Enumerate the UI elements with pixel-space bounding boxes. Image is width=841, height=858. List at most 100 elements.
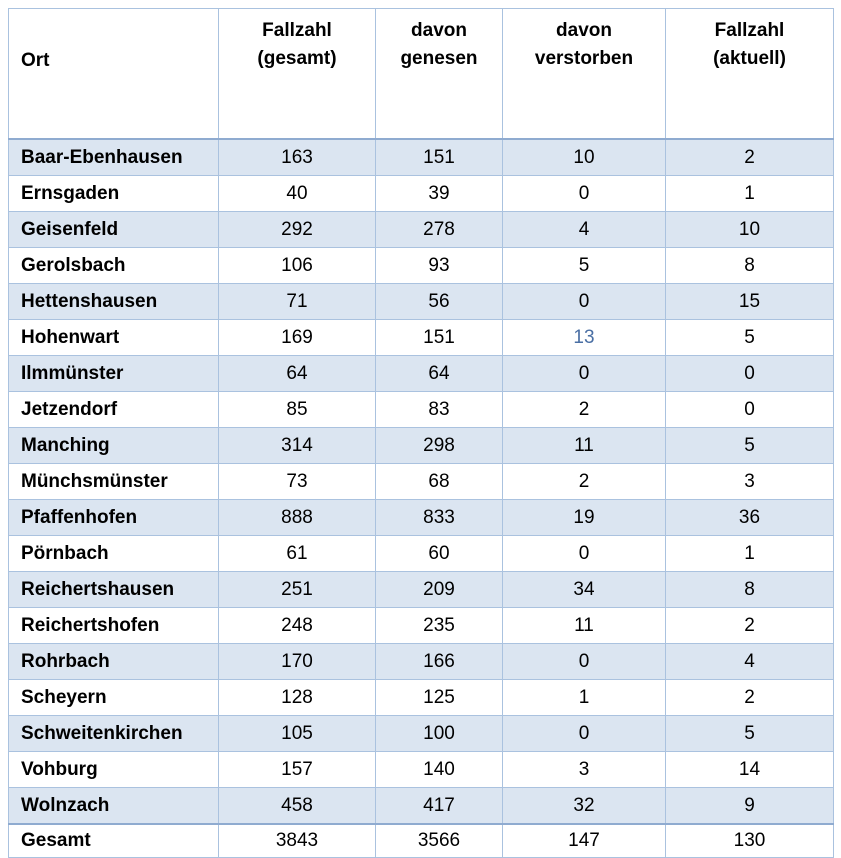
cell-davon-genesen: 93 bbox=[375, 247, 503, 284]
cell-fallzahl-aktuell: 2 bbox=[665, 138, 834, 176]
cell-davon-verstorben: 0 bbox=[502, 175, 666, 212]
cell-davon-genesen: 298 bbox=[375, 427, 503, 464]
cell-fallzahl-gesamt: 292 bbox=[218, 211, 376, 248]
cell-ort: Ernsgaden bbox=[8, 175, 219, 212]
column-header-label: verstorben bbox=[534, 48, 634, 69]
cell-fallzahl-gesamt: 61 bbox=[218, 535, 376, 572]
cell-davon-verstorben: 0 bbox=[502, 535, 666, 572]
cell-fallzahl-aktuell: 8 bbox=[665, 571, 834, 608]
cell-fallzahl-gesamt: 314 bbox=[218, 427, 376, 464]
column-header-fallzahl-aktuell: Fallzahl (aktuell) bbox=[665, 8, 834, 140]
cell-ort: Ilmmünster bbox=[8, 355, 219, 392]
column-header-fallzahl-gesamt: Fallzahl (gesamt) bbox=[218, 8, 376, 140]
cell-fallzahl-aktuell: 14 bbox=[665, 751, 834, 788]
page: Ort Fallzahl (gesamt) davon genesen davo… bbox=[8, 8, 834, 858]
cell-ort: Rohrbach bbox=[8, 643, 219, 680]
column-header-ort: Ort bbox=[8, 8, 219, 140]
cell-fallzahl-gesamt: 71 bbox=[218, 283, 376, 320]
cell-total-fallzahl-aktuell: 130 bbox=[665, 823, 834, 858]
table-row: Reichertshofen 248 235 11 2 bbox=[8, 607, 834, 644]
cell-davon-genesen: 140 bbox=[375, 751, 503, 788]
cell-davon-verstorben: 11 bbox=[502, 427, 666, 464]
cell-fallzahl-gesamt: 64 bbox=[218, 355, 376, 392]
cell-ort: Geisenfeld bbox=[8, 211, 219, 248]
cell-davon-verstorben-highlighted: 13 bbox=[502, 319, 666, 356]
cell-ort: Pörnbach bbox=[8, 535, 219, 572]
cell-davon-genesen: 56 bbox=[375, 283, 503, 320]
column-header-label: (aktuell) bbox=[713, 48, 786, 69]
cell-davon-genesen: 278 bbox=[375, 211, 503, 248]
table-row: Ernsgaden 40 39 0 1 bbox=[8, 175, 834, 212]
cell-ort: Reichertshofen bbox=[8, 607, 219, 644]
cell-ort: Baar-Ebenhausen bbox=[8, 138, 219, 176]
cell-fallzahl-aktuell: 36 bbox=[665, 499, 834, 536]
cell-davon-genesen: 125 bbox=[375, 679, 503, 716]
cell-fallzahl-aktuell: 0 bbox=[665, 355, 834, 392]
cell-ort: Reichertshausen bbox=[8, 571, 219, 608]
cell-davon-verstorben: 32 bbox=[502, 787, 666, 825]
cell-fallzahl-aktuell: 10 bbox=[665, 211, 834, 248]
column-header-label: Ort bbox=[21, 50, 50, 71]
cell-fallzahl-aktuell: 5 bbox=[665, 427, 834, 464]
cell-fallzahl-gesamt: 169 bbox=[218, 319, 376, 356]
column-header-label: (gesamt) bbox=[257, 48, 337, 69]
table-row: Münchsmünster 73 68 2 3 bbox=[8, 463, 834, 500]
cell-ort: Pfaffenhofen bbox=[8, 499, 219, 536]
cell-total-label: Gesamt bbox=[8, 823, 219, 858]
column-header-label: Fallzahl bbox=[714, 20, 785, 41]
cell-davon-genesen: 83 bbox=[375, 391, 503, 428]
column-header-davon-genesen: davon genesen bbox=[375, 8, 503, 140]
cell-fallzahl-aktuell: 1 bbox=[665, 175, 834, 212]
cell-davon-verstorben: 2 bbox=[502, 463, 666, 500]
header-row: Ort Fallzahl (gesamt) davon genesen davo… bbox=[8, 8, 834, 140]
cell-davon-verstorben: 19 bbox=[502, 499, 666, 536]
cell-davon-genesen: 209 bbox=[375, 571, 503, 608]
cell-ort: Scheyern bbox=[8, 679, 219, 716]
table-row: Jetzendorf 85 83 2 0 bbox=[8, 391, 834, 428]
cell-davon-genesen: 60 bbox=[375, 535, 503, 572]
cell-fallzahl-aktuell: 0 bbox=[665, 391, 834, 428]
table-header: Ort Fallzahl (gesamt) davon genesen davo… bbox=[8, 8, 834, 140]
column-header-davon-verstorben: davon verstorben bbox=[502, 8, 666, 140]
table-row: Vohburg 157 140 3 14 bbox=[8, 751, 834, 788]
column-header-label: genesen bbox=[400, 48, 478, 69]
column-header-label: davon bbox=[411, 20, 467, 41]
cell-total-davon-verstorben: 147 bbox=[502, 823, 666, 858]
cell-fallzahl-gesamt: 106 bbox=[218, 247, 376, 284]
cell-fallzahl-aktuell: 4 bbox=[665, 643, 834, 680]
cell-fallzahl-aktuell: 9 bbox=[665, 787, 834, 825]
cell-davon-genesen: 235 bbox=[375, 607, 503, 644]
cell-ort: Schweitenkirchen bbox=[8, 715, 219, 752]
cell-fallzahl-gesamt: 888 bbox=[218, 499, 376, 536]
cell-ort: Hettenshausen bbox=[8, 283, 219, 320]
cell-fallzahl-aktuell: 1 bbox=[665, 535, 834, 572]
table-row: Rohrbach 170 166 0 4 bbox=[8, 643, 834, 680]
cell-davon-genesen: 833 bbox=[375, 499, 503, 536]
cell-fallzahl-aktuell: 5 bbox=[665, 715, 834, 752]
table-row: Schweitenkirchen 105 100 0 5 bbox=[8, 715, 834, 752]
cell-fallzahl-aktuell: 2 bbox=[665, 607, 834, 644]
cell-ort: Manching bbox=[8, 427, 219, 464]
cell-fallzahl-gesamt: 105 bbox=[218, 715, 376, 752]
cell-davon-genesen: 68 bbox=[375, 463, 503, 500]
cell-fallzahl-gesamt: 85 bbox=[218, 391, 376, 428]
cell-davon-genesen: 151 bbox=[375, 138, 503, 176]
cell-davon-verstorben: 0 bbox=[502, 643, 666, 680]
table-row: Hettenshausen 71 56 0 15 bbox=[8, 283, 834, 320]
table-row: Ilmmünster 64 64 0 0 bbox=[8, 355, 834, 392]
table-row: Gerolsbach 106 93 5 8 bbox=[8, 247, 834, 284]
cell-davon-genesen: 39 bbox=[375, 175, 503, 212]
cell-davon-verstorben: 2 bbox=[502, 391, 666, 428]
column-header-label: Fallzahl bbox=[262, 20, 332, 41]
total-row: Gesamt 3843 3566 147 130 bbox=[8, 823, 834, 858]
cell-davon-genesen: 166 bbox=[375, 643, 503, 680]
table-row: Baar-Ebenhausen 163 151 10 2 bbox=[8, 138, 834, 176]
cell-ort: Hohenwart bbox=[8, 319, 219, 356]
cell-fallzahl-gesamt: 40 bbox=[218, 175, 376, 212]
cell-davon-verstorben: 1 bbox=[502, 679, 666, 716]
cell-fallzahl-gesamt: 157 bbox=[218, 751, 376, 788]
cell-total-davon-genesen: 3566 bbox=[375, 823, 503, 858]
cell-davon-verstorben: 10 bbox=[502, 138, 666, 176]
table-row: Pfaffenhofen 888 833 19 36 bbox=[8, 499, 834, 536]
cell-ort: Gerolsbach bbox=[8, 247, 219, 284]
